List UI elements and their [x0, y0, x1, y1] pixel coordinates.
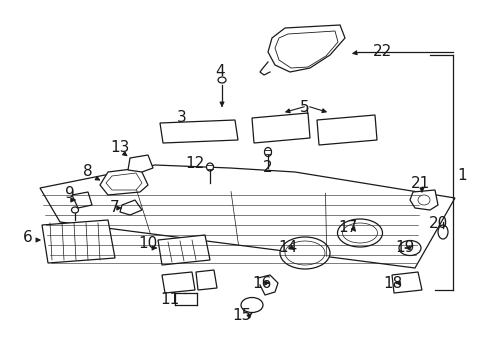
- Polygon shape: [160, 120, 238, 143]
- Text: 20: 20: [427, 216, 447, 230]
- Text: 21: 21: [409, 175, 429, 190]
- Polygon shape: [40, 165, 454, 268]
- Polygon shape: [391, 272, 421, 293]
- Text: 8: 8: [83, 165, 93, 180]
- Polygon shape: [251, 113, 309, 143]
- Polygon shape: [42, 220, 115, 263]
- Text: 3: 3: [177, 111, 186, 126]
- Text: 7: 7: [110, 201, 120, 216]
- Text: 12: 12: [185, 156, 204, 171]
- Polygon shape: [120, 200, 142, 215]
- Text: 22: 22: [373, 45, 392, 59]
- Text: 17: 17: [338, 220, 357, 235]
- Text: 10: 10: [138, 235, 157, 251]
- Text: 11: 11: [160, 292, 179, 307]
- Polygon shape: [128, 155, 153, 172]
- Ellipse shape: [337, 219, 382, 247]
- Text: 9: 9: [65, 185, 75, 201]
- Polygon shape: [72, 192, 92, 208]
- Text: 16: 16: [252, 275, 271, 291]
- Ellipse shape: [264, 148, 271, 157]
- Polygon shape: [196, 270, 217, 290]
- Text: 4: 4: [215, 64, 224, 80]
- Ellipse shape: [218, 77, 225, 83]
- Polygon shape: [162, 272, 195, 293]
- Ellipse shape: [280, 237, 329, 269]
- Polygon shape: [274, 31, 337, 68]
- Ellipse shape: [241, 297, 263, 312]
- Ellipse shape: [206, 163, 213, 171]
- Polygon shape: [267, 25, 345, 72]
- Polygon shape: [316, 115, 376, 145]
- Text: 18: 18: [383, 275, 402, 291]
- Text: 13: 13: [110, 140, 129, 156]
- Text: 1: 1: [456, 167, 466, 183]
- Ellipse shape: [437, 225, 447, 239]
- Ellipse shape: [398, 240, 420, 256]
- Polygon shape: [100, 168, 148, 195]
- Text: 19: 19: [394, 240, 414, 256]
- Ellipse shape: [71, 207, 79, 213]
- Text: 6: 6: [23, 230, 33, 246]
- Text: 15: 15: [232, 307, 251, 323]
- Text: 2: 2: [263, 161, 272, 175]
- Text: 14: 14: [278, 240, 297, 256]
- Polygon shape: [409, 190, 437, 210]
- Text: 5: 5: [300, 100, 309, 116]
- Polygon shape: [158, 235, 209, 265]
